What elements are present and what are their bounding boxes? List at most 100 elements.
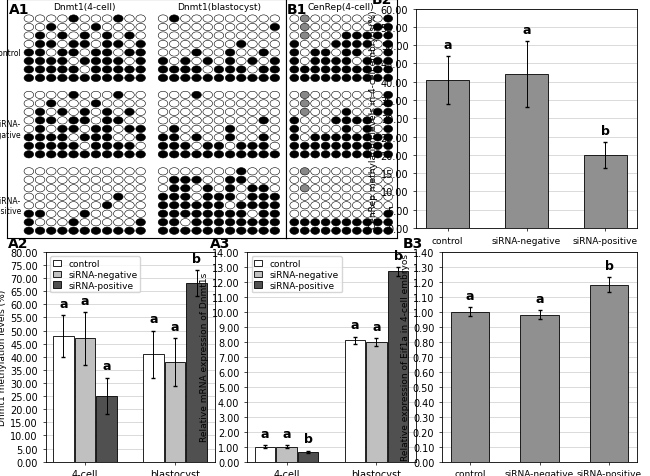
Circle shape	[342, 118, 351, 125]
Circle shape	[80, 228, 90, 235]
Circle shape	[259, 16, 268, 23]
Circle shape	[35, 75, 45, 82]
Circle shape	[114, 41, 123, 49]
Circle shape	[237, 169, 246, 176]
Circle shape	[300, 50, 309, 57]
Circle shape	[35, 169, 45, 176]
Text: B2: B2	[372, 0, 392, 7]
Circle shape	[300, 151, 309, 159]
Circle shape	[136, 33, 146, 40]
Circle shape	[192, 143, 202, 150]
Circle shape	[259, 41, 268, 49]
Circle shape	[259, 50, 268, 57]
Circle shape	[384, 211, 393, 218]
Circle shape	[332, 177, 341, 184]
Circle shape	[80, 16, 90, 23]
Circle shape	[114, 211, 123, 218]
Circle shape	[214, 67, 224, 74]
Circle shape	[384, 194, 393, 201]
Circle shape	[363, 118, 372, 125]
Circle shape	[35, 134, 45, 142]
Circle shape	[311, 194, 320, 201]
Circle shape	[181, 92, 190, 99]
Circle shape	[321, 109, 330, 116]
Circle shape	[136, 151, 146, 159]
Circle shape	[24, 75, 34, 82]
Circle shape	[46, 118, 56, 125]
Circle shape	[102, 185, 112, 192]
Circle shape	[136, 185, 146, 192]
Circle shape	[248, 50, 257, 57]
Circle shape	[373, 58, 382, 66]
Circle shape	[181, 100, 190, 108]
Circle shape	[203, 41, 213, 49]
Circle shape	[170, 219, 179, 227]
Circle shape	[311, 202, 320, 209]
Circle shape	[342, 126, 351, 133]
Circle shape	[58, 118, 67, 125]
Circle shape	[170, 75, 179, 82]
Circle shape	[248, 202, 257, 209]
Circle shape	[114, 109, 123, 116]
Circle shape	[332, 75, 341, 82]
Circle shape	[259, 92, 268, 99]
Circle shape	[321, 194, 330, 201]
Circle shape	[203, 211, 213, 218]
Circle shape	[91, 58, 101, 66]
Circle shape	[311, 211, 320, 218]
Circle shape	[102, 169, 112, 176]
Circle shape	[248, 228, 257, 235]
Circle shape	[300, 67, 309, 74]
Text: a: a	[149, 313, 158, 326]
Circle shape	[69, 126, 79, 133]
Circle shape	[384, 228, 393, 235]
Circle shape	[321, 75, 330, 82]
Circle shape	[102, 33, 112, 40]
Circle shape	[35, 58, 45, 66]
Circle shape	[214, 185, 224, 192]
Circle shape	[136, 134, 146, 142]
Circle shape	[136, 219, 146, 227]
Circle shape	[248, 109, 257, 116]
Circle shape	[226, 228, 235, 235]
Circle shape	[158, 228, 168, 235]
Circle shape	[91, 211, 101, 218]
Circle shape	[332, 151, 341, 159]
Circle shape	[46, 109, 56, 116]
Circle shape	[321, 118, 330, 125]
Circle shape	[352, 228, 361, 235]
Circle shape	[181, 33, 190, 40]
Circle shape	[91, 118, 101, 125]
Circle shape	[214, 202, 224, 209]
Circle shape	[102, 151, 112, 159]
Circle shape	[237, 118, 246, 125]
Circle shape	[136, 109, 146, 116]
Circle shape	[181, 134, 190, 142]
Circle shape	[136, 24, 146, 31]
Circle shape	[290, 219, 299, 227]
Circle shape	[342, 24, 351, 31]
Circle shape	[332, 126, 341, 133]
Circle shape	[311, 58, 320, 66]
Circle shape	[58, 169, 67, 176]
Circle shape	[192, 33, 202, 40]
Circle shape	[290, 58, 299, 66]
Circle shape	[158, 100, 168, 108]
Circle shape	[342, 67, 351, 74]
Circle shape	[352, 100, 361, 108]
Circle shape	[311, 75, 320, 82]
Circle shape	[248, 126, 257, 133]
Circle shape	[203, 228, 213, 235]
Circle shape	[373, 143, 382, 150]
Circle shape	[80, 177, 90, 184]
Circle shape	[237, 211, 246, 218]
Circle shape	[170, 67, 179, 74]
Circle shape	[181, 185, 190, 192]
Circle shape	[102, 50, 112, 57]
Circle shape	[373, 75, 382, 82]
Circle shape	[259, 118, 268, 125]
Circle shape	[384, 202, 393, 209]
Text: A3: A3	[210, 236, 230, 250]
Circle shape	[125, 143, 135, 150]
Circle shape	[214, 24, 224, 31]
